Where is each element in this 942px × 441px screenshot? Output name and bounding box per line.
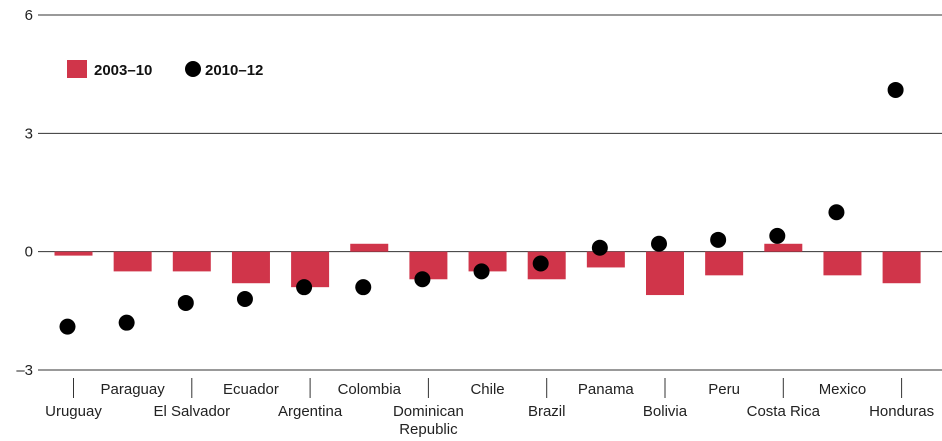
dot	[236, 291, 253, 307]
bar	[882, 251, 921, 284]
category-label: El Salvador	[153, 403, 230, 420]
category-label: Ecuador	[223, 381, 279, 398]
category-labels: Uruguay Paraguay El Salvador Ecuador Argenti…	[45, 381, 934, 438]
category-label: Costa Rica	[747, 403, 821, 420]
dot	[414, 271, 431, 288]
y-tick-label: 0	[25, 244, 33, 261]
bar	[172, 251, 211, 272]
legend-swatch-bar	[67, 60, 87, 78]
y-tick-label: –3	[16, 362, 33, 379]
y-tick-label: 6	[25, 7, 33, 24]
category-label: Panama	[578, 381, 635, 398]
category-label: Colombia	[338, 381, 402, 398]
bar	[113, 251, 152, 272]
bar	[231, 251, 270, 284]
bar	[54, 251, 93, 256]
dot	[828, 204, 845, 221]
dot	[651, 235, 667, 252]
category-label: Peru	[708, 381, 740, 398]
legend-label-2010-12: 2010–12	[205, 62, 263, 79]
bars-2003-10	[54, 243, 921, 296]
dot	[177, 294, 194, 311]
category-label: Paraguay	[101, 381, 166, 398]
bar	[764, 243, 803, 252]
bar	[586, 251, 625, 268]
dots-2010-12	[59, 81, 904, 335]
dot	[118, 314, 135, 331]
category-label: Argentina	[278, 403, 343, 420]
dot	[532, 255, 549, 272]
dot	[887, 81, 904, 98]
dot	[710, 231, 727, 248]
bar	[646, 251, 684, 296]
category-label: Dominican Republic	[393, 403, 464, 438]
dot	[591, 239, 608, 256]
category-label: Chile	[470, 381, 504, 398]
category-separators	[73, 378, 903, 398]
category-label: Uruguay	[45, 403, 102, 420]
y-tick-label: 3	[25, 125, 33, 142]
legend-swatch-dot	[185, 61, 201, 77]
dot	[296, 279, 313, 296]
legend-label-2003-10: 2003–10	[94, 62, 152, 79]
gridlines: 6 3 0 –3	[16, 7, 942, 379]
category-label: Honduras	[869, 403, 934, 420]
dot	[355, 279, 372, 296]
bar	[705, 251, 744, 276]
bar	[823, 251, 862, 276]
dot	[59, 318, 76, 335]
dot	[473, 263, 490, 280]
category-label: Mexico	[819, 381, 867, 398]
bar	[291, 251, 330, 288]
category-label: Bolivia	[643, 403, 688, 420]
category-label: Brazil	[528, 403, 566, 420]
dot	[769, 227, 786, 244]
legend: 2003–10 2010–12	[67, 60, 263, 79]
bar	[350, 243, 389, 252]
